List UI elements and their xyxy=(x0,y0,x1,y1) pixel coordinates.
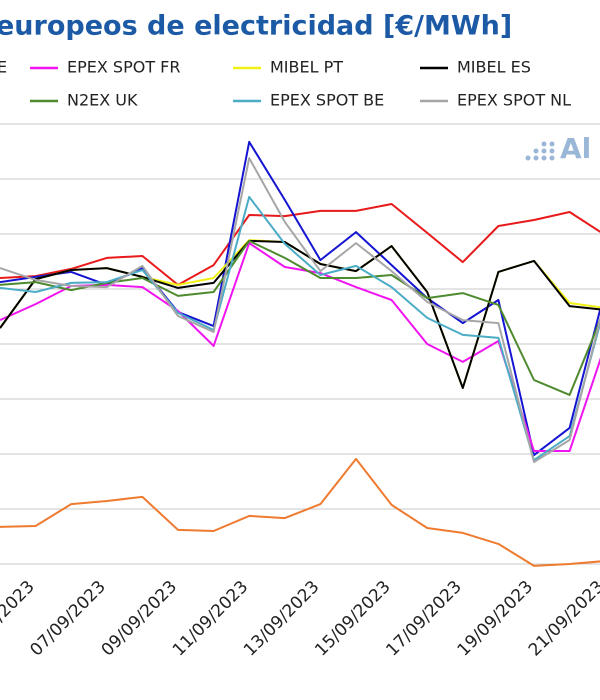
legend-label: MIBEL PT xyxy=(270,58,343,77)
logo-dot xyxy=(541,148,547,154)
legend-label: MIBEL ES xyxy=(457,58,531,77)
logo-dot xyxy=(541,155,547,161)
legend-label: E xyxy=(0,58,7,77)
x-tick-label: 21/09/2023 xyxy=(525,577,600,660)
series-line xyxy=(0,203,600,286)
x-tick-label: 07/09/2023 xyxy=(26,577,109,660)
logo xyxy=(525,141,555,161)
legend-label: EPEX SPOT FR xyxy=(67,58,181,77)
chart-title: europeos de electricidad [€/MWh] xyxy=(0,11,512,42)
series-line xyxy=(0,157,600,463)
watermark: Al xyxy=(560,132,591,165)
legend-label: EPEX SPOT NL xyxy=(457,91,571,110)
x-tick-label: 09/09/2023 xyxy=(98,577,181,660)
logo-dot xyxy=(549,141,555,147)
x-tick-label: 19/09/2023 xyxy=(454,577,537,660)
legend-label: N2EX UK xyxy=(67,91,138,110)
logo-dot xyxy=(533,155,539,161)
logo-dot xyxy=(549,155,555,161)
series-line xyxy=(0,239,600,389)
logo-dot xyxy=(549,148,555,154)
x-tick-label: 15/09/2023 xyxy=(311,577,394,660)
x-tick-label: 17/09/2023 xyxy=(382,577,465,660)
x-tick-label: 11/09/2023 xyxy=(169,577,252,660)
x-tick-label: 13/09/2023 xyxy=(240,577,323,660)
series-line xyxy=(0,140,600,457)
x-tick-label: /2023 xyxy=(0,577,39,626)
logo-dot xyxy=(541,141,547,147)
series-line xyxy=(0,457,600,567)
series-line xyxy=(0,239,600,396)
logo-dot xyxy=(533,148,539,154)
legend-label: EPEX SPOT BE xyxy=(270,91,384,110)
series-line xyxy=(0,195,600,462)
logo-dot xyxy=(525,155,531,161)
